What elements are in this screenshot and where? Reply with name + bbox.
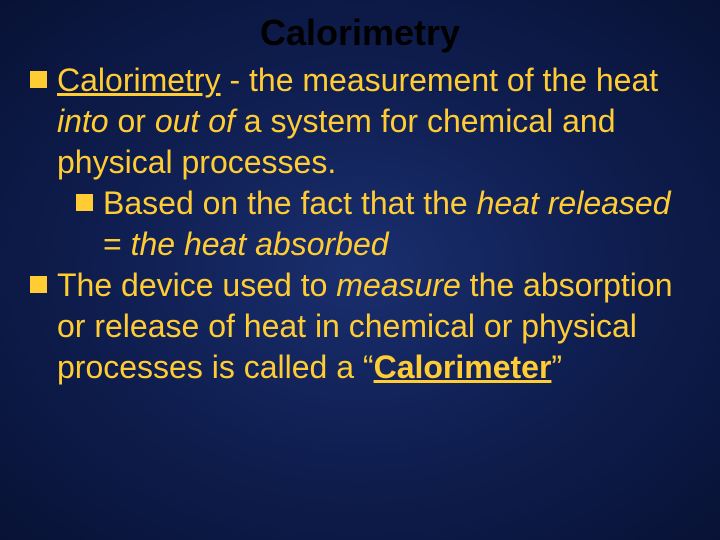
text-segment: or [109,103,155,139]
square-bullet-icon [30,71,47,88]
text-segment: out of [155,103,235,139]
bullet-row: Calorimetry - the measurement of the hea… [30,60,692,183]
text-segment: measure [336,267,461,303]
bullet-row: Based on the fact that the heat released… [76,183,692,265]
text-segment: ” [551,349,562,385]
square-bullet-icon [30,276,47,293]
text-segment: Calorimetry [57,62,221,98]
square-bullet-icon [76,194,93,211]
bullet-row: The device used to measure the absorptio… [30,265,692,388]
slide-body: Calorimetry - the measurement of the hea… [28,60,692,388]
bullet-text: The device used to measure the absorptio… [57,265,692,388]
bullet-text: Based on the fact that the heat released… [103,183,692,265]
bullet-text: Calorimetry - the measurement of the hea… [57,60,692,183]
slide-title: Calorimetry [28,12,692,54]
text-segment: = [103,226,131,262]
text-segment: Calorimeter [374,349,552,385]
slide: Calorimetry Calorimetry - the measuremen… [0,0,720,540]
text-segment: Based on the fact that the [103,185,477,221]
text-segment: - the measurement of the heat [221,62,659,98]
text-segment: the heat absorbed [131,226,389,262]
text-segment: into [57,103,109,139]
text-segment: heat released [477,185,671,221]
text-segment: The device used to [57,267,336,303]
